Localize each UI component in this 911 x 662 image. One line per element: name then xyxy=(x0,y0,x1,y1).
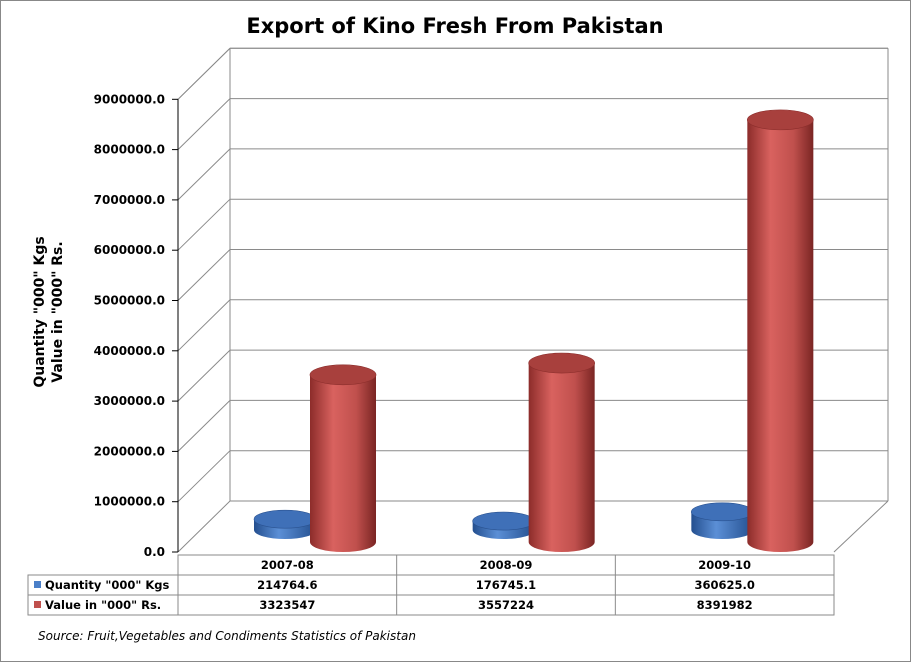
y-tick-label: 0.0 xyxy=(144,545,165,559)
bar-quantity-2008-09 xyxy=(472,511,535,539)
bar-value-2008-09 xyxy=(528,352,595,552)
x-tick-label: 2008-09 xyxy=(480,558,533,572)
bar-body xyxy=(528,363,595,552)
y-tick-label: 2000000.0 xyxy=(94,444,165,458)
x-tick-label: 2007-08 xyxy=(261,558,314,572)
data-label: 360625.0 xyxy=(694,578,754,592)
bar-body xyxy=(747,119,814,553)
bar-quantity-2007-08 xyxy=(253,509,317,539)
bar-body xyxy=(310,374,376,552)
bar-quantity-2009-10 xyxy=(691,502,754,539)
bar-top xyxy=(253,509,317,529)
data-label: 3323547 xyxy=(259,598,315,612)
source-note: Source: Fruit,Vegetables and Condiments … xyxy=(38,629,416,643)
legend-swatch xyxy=(34,581,41,588)
legend-label: Value in "000" Rs. xyxy=(45,598,161,612)
bar-top xyxy=(691,502,754,522)
bar-value-2007-08 xyxy=(309,364,377,552)
data-label: 176745.1 xyxy=(476,578,536,592)
bar-value-2009-10 xyxy=(747,109,814,553)
data-label: 8391982 xyxy=(697,598,753,612)
legend-label: Quantity "000" Kgs xyxy=(45,578,169,592)
y-tick-label: 8000000.0 xyxy=(94,143,165,157)
legend-swatch xyxy=(34,601,41,608)
bar-top xyxy=(472,511,535,531)
y-tick-label: 5000000.0 xyxy=(94,294,165,308)
y-axis-label-line-1: Quantity "000" Kgs xyxy=(32,236,48,387)
bar-top xyxy=(747,109,814,131)
y-axis-label-line-2: Value in "000" Rs. xyxy=(50,241,66,382)
bar-top xyxy=(528,352,595,374)
data-table: 2007-08 2008-09 2009-10 Quantity "000" Kgs 2… xyxy=(27,554,835,616)
y-tick-label: 3000000.0 xyxy=(94,394,165,408)
y-tick-label: 1000000.0 xyxy=(94,495,165,509)
bars xyxy=(253,109,814,553)
y-tick-label: 4000000.0 xyxy=(94,344,165,358)
gridlines xyxy=(177,47,889,553)
data-label: 214764.6 xyxy=(257,578,317,592)
y-tick-label: 7000000.0 xyxy=(94,193,165,207)
chart-title: Export of Kino Fresh From Pakistan xyxy=(246,14,663,38)
y-tick-label: 9000000.0 xyxy=(94,92,165,106)
y-tick-label: 6000000.0 xyxy=(94,243,165,257)
x-tick-label: 2009-10 xyxy=(698,558,751,572)
y-axis: 0.0 1000000.0 2000000.0 3000000.0 4000000.0 5… xyxy=(94,92,179,559)
data-label: 3557224 xyxy=(478,598,534,612)
floor-edge xyxy=(833,500,889,553)
gridline xyxy=(177,47,888,100)
bar-top xyxy=(309,364,377,386)
